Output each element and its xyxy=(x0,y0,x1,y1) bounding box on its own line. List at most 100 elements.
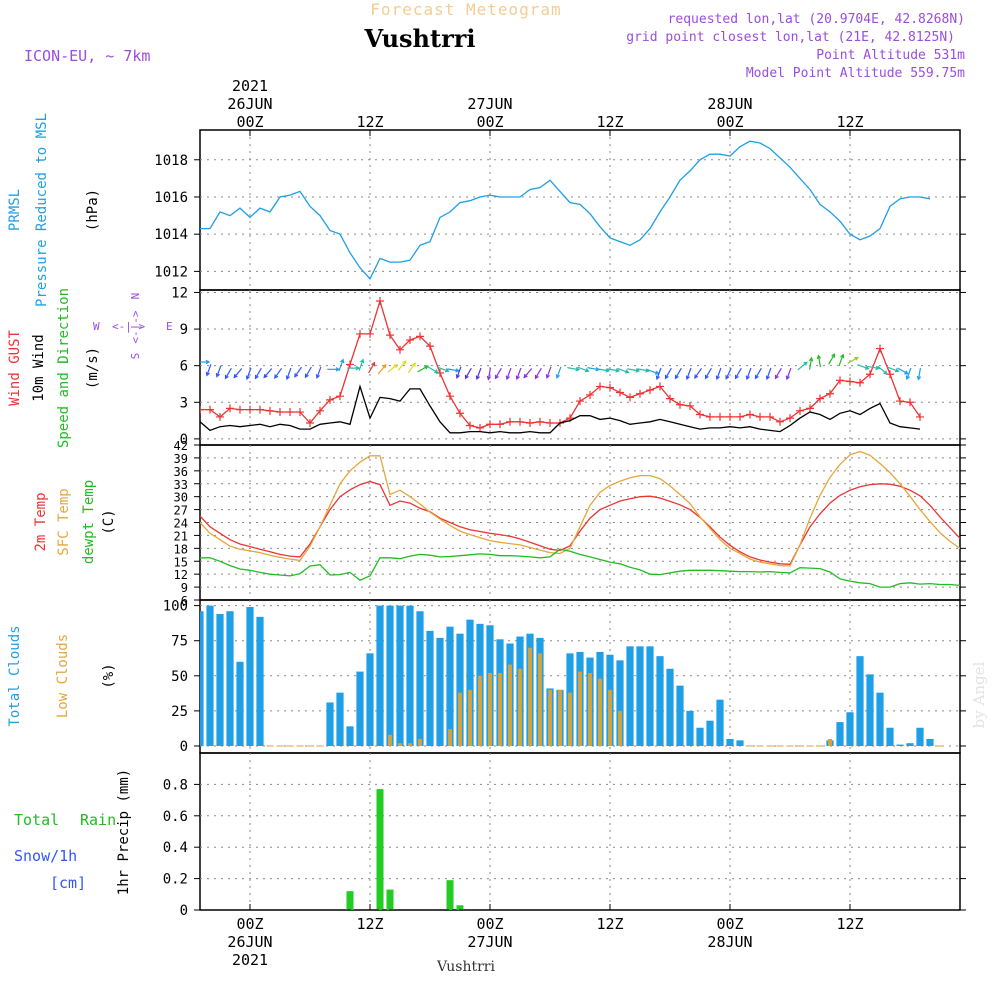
wind-arrow-shaft xyxy=(887,366,899,372)
gust-marker xyxy=(756,412,764,421)
series-group xyxy=(200,450,960,588)
y-tick-label: 0 xyxy=(180,432,188,448)
low-cloud-bar xyxy=(608,689,612,746)
low-cloud-bar xyxy=(468,689,472,746)
gust-marker xyxy=(906,398,914,407)
gust-marker xyxy=(866,370,874,379)
gust-marker xyxy=(806,404,814,413)
total-cloud-bar xyxy=(236,661,244,746)
wind-arrow-shaft xyxy=(838,354,844,366)
series-group xyxy=(200,789,960,910)
y-tick-label: 9 xyxy=(181,581,188,595)
low-cloud-bar xyxy=(458,692,462,746)
gust-marker xyxy=(916,412,924,421)
wind-arrow-shaft xyxy=(233,368,243,378)
time-label-top: 12Z xyxy=(596,113,623,131)
wind-arrow-shaft xyxy=(274,367,283,379)
wind-arrow xyxy=(725,367,732,380)
wind-arrow-head xyxy=(754,374,759,380)
wind-arrow-shaft xyxy=(254,367,262,379)
wind-arrow-head xyxy=(505,375,510,381)
gust-marker xyxy=(306,419,314,428)
wind-arrow xyxy=(233,368,243,379)
time-label-bottom: 12Z xyxy=(596,915,623,933)
series-line-sfc-temp xyxy=(200,450,960,567)
wind-arrow-shaft xyxy=(263,368,273,378)
wind-arrow-shaft xyxy=(206,364,212,376)
wind-arrow-shaft xyxy=(224,367,232,379)
low-cloud-bar xyxy=(618,710,622,746)
wind-arrow xyxy=(674,367,682,380)
compass-e: E xyxy=(166,320,173,333)
wind-arrow-shaft xyxy=(808,357,813,370)
y-tick-label: 36 xyxy=(174,465,188,479)
wind-arrow-head xyxy=(904,370,909,375)
legend-snow-unit: [cm] xyxy=(50,874,86,892)
gust-marker xyxy=(716,412,724,421)
compass-arrow-vertical: <-|-> xyxy=(129,310,142,343)
wind-arrow-head xyxy=(515,375,520,381)
gust-marker xyxy=(596,382,604,391)
wind-arrow-head xyxy=(715,375,720,381)
gust-marker xyxy=(746,410,754,419)
y-tick-label: 6 xyxy=(181,594,188,608)
wind-arrow xyxy=(765,367,772,381)
wind-arrow xyxy=(816,354,822,368)
wind-arrow-shaft xyxy=(534,367,542,379)
wind-arrow-head xyxy=(916,375,922,381)
gust-marker xyxy=(316,406,324,415)
low-cloud-bar xyxy=(588,672,592,746)
wind-arrow xyxy=(647,369,660,375)
total-cloud-bar xyxy=(646,646,654,746)
total-cloud-bar xyxy=(200,611,204,746)
compass-arrow-horizontal: <-|-> xyxy=(112,320,145,333)
low-cloud-bar xyxy=(388,734,392,746)
y-tick-label: 75 xyxy=(171,634,188,650)
low-cloud-bar xyxy=(538,653,542,746)
gust-marker xyxy=(676,400,684,409)
gust-marker xyxy=(276,408,284,417)
wind-arrow-shaft xyxy=(397,360,407,371)
gust-marker xyxy=(366,329,374,338)
wind-arrow xyxy=(567,367,581,372)
low-cloud-bar xyxy=(418,738,422,746)
side-label: 2m Temp xyxy=(33,492,49,551)
y-tick-label: 15 xyxy=(174,555,188,569)
wind-arrow xyxy=(597,368,611,373)
total-cloud-bar xyxy=(656,656,664,746)
gust-marker xyxy=(336,392,344,401)
gust-marker xyxy=(786,414,794,423)
wind-arrow xyxy=(377,363,387,375)
wind-arrow-head xyxy=(615,368,621,373)
total-cloud-bar xyxy=(906,743,914,746)
wind-arrow-shaft xyxy=(304,366,312,378)
panel-frame xyxy=(199,752,961,911)
time-label-bottom: 28JUN xyxy=(707,933,752,951)
wind-arrow-shaft xyxy=(906,367,912,380)
wind-arrow xyxy=(587,367,601,372)
time-label-bottom: 12Z xyxy=(356,915,383,933)
wind-arrow-shaft xyxy=(216,365,222,377)
gust-marker xyxy=(766,412,774,421)
total-cloud-bar xyxy=(326,702,334,746)
time-label-bottom: 26JUN xyxy=(227,933,272,951)
y-tick-label: 50 xyxy=(171,669,188,685)
series-group xyxy=(200,140,931,280)
wind-arrow-head xyxy=(233,373,238,379)
low-cloud-bar xyxy=(398,743,402,746)
y-tick-label: 1018 xyxy=(154,153,188,169)
wind-arrow-shaft xyxy=(917,367,922,380)
low-cloud-bar xyxy=(548,689,552,746)
wind-arrow xyxy=(437,366,450,373)
total-cloud-bar xyxy=(616,660,624,746)
gust-marker xyxy=(226,404,234,413)
gust-marker xyxy=(546,419,554,428)
precip-bar xyxy=(446,880,454,910)
wind-arrow-shaft xyxy=(817,355,822,368)
low-cloud-bar xyxy=(578,671,582,746)
wind-arrow-head xyxy=(434,369,439,374)
